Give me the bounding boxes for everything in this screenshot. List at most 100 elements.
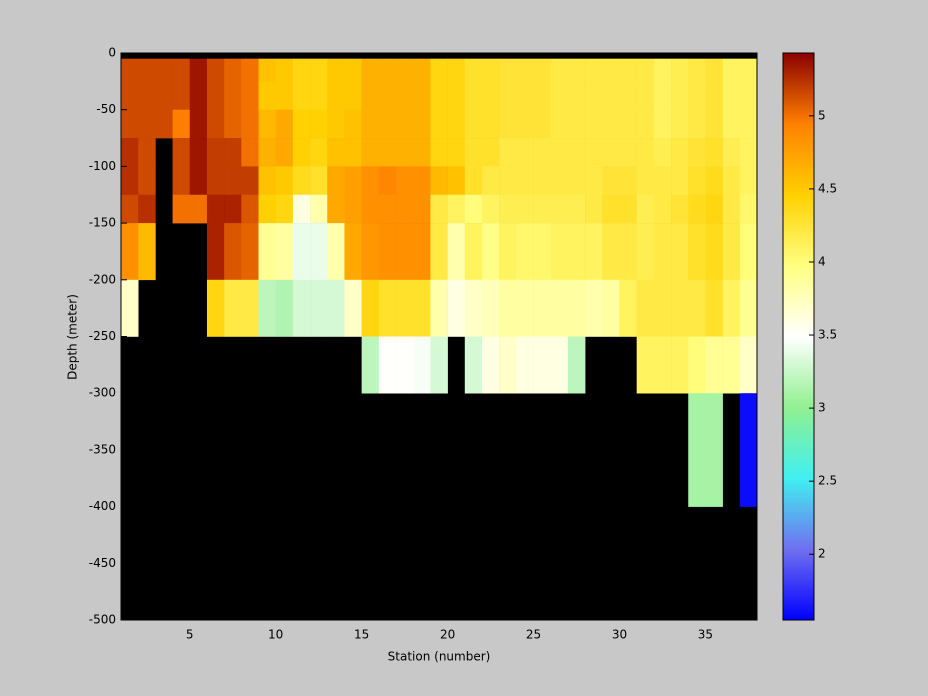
- heat-cell: [464, 336, 483, 394]
- heat-cell: [688, 223, 706, 281]
- heat-cell: [739, 58, 758, 82]
- heat-cell: [464, 138, 483, 167]
- heat-cell: [722, 279, 741, 337]
- heat-cell: [121, 223, 139, 281]
- heat-cell: [481, 166, 500, 196]
- heat-cell: [550, 279, 569, 337]
- heat-cell: [413, 279, 431, 337]
- heat-cell: [138, 194, 156, 224]
- heat-cell: [722, 166, 741, 196]
- heat-cell: [585, 194, 603, 224]
- heat-cell: [155, 58, 173, 82]
- heat-cell: [292, 81, 311, 110]
- heat-cell: [310, 279, 328, 337]
- heat-cell: [671, 138, 689, 167]
- colorbar: [782, 52, 815, 621]
- heat-cell: [619, 279, 637, 337]
- heat-cell: [636, 279, 655, 337]
- heat-cell: [396, 336, 414, 394]
- heat-cell: [430, 223, 448, 281]
- heat-cell: [121, 194, 139, 224]
- heat-cell: [378, 58, 397, 82]
- y-tick-label: -300: [89, 386, 116, 400]
- heat-cell: [636, 336, 655, 394]
- heat-cell: [189, 109, 208, 139]
- x-tick-label: 35: [698, 628, 713, 642]
- heat-cell: [550, 138, 569, 167]
- heat-cell: [705, 138, 723, 167]
- heat-cell: [361, 194, 380, 224]
- heat-cell: [567, 336, 586, 394]
- heat-cell: [396, 58, 414, 82]
- heat-cell: [739, 194, 758, 224]
- x-axis-label: Station (number): [388, 650, 491, 664]
- heat-cell: [310, 109, 328, 139]
- heat-cell: [739, 336, 758, 394]
- heat-cell: [567, 58, 586, 82]
- heat-cell: [206, 81, 225, 110]
- heat-cell: [739, 223, 758, 281]
- heat-cell: [310, 166, 328, 196]
- heat-cell: [550, 166, 569, 196]
- heat-cell: [464, 58, 483, 82]
- y-tick-label: -150: [89, 216, 116, 230]
- heat-cell: [481, 109, 500, 139]
- x-tick-label: 30: [612, 628, 627, 642]
- heat-cell: [344, 81, 362, 110]
- heat-cell: [292, 279, 311, 337]
- heat-cell: [619, 166, 637, 196]
- heat-cell: [722, 81, 741, 110]
- heat-cell: [481, 58, 500, 82]
- heat-cell: [516, 58, 534, 82]
- heat-cell: [739, 279, 758, 337]
- heat-cell: [344, 138, 362, 167]
- heat-cell: [121, 138, 139, 167]
- heat-cell: [241, 223, 259, 281]
- heat-cell: [499, 81, 517, 110]
- heat-cell: [636, 109, 655, 139]
- heat-cell: [121, 58, 139, 82]
- heat-cell: [275, 109, 294, 139]
- heat-cell: [258, 58, 277, 82]
- heat-cell: [206, 279, 225, 337]
- heat-cell: [172, 58, 191, 82]
- heat-cell: [739, 81, 758, 110]
- heat-cell: [378, 223, 397, 281]
- heat-cell: [671, 223, 689, 281]
- heat-cell: [258, 223, 277, 281]
- heat-cell: [481, 194, 500, 224]
- heat-cell: [447, 223, 466, 281]
- heat-cell: [206, 223, 225, 281]
- heat-cell: [533, 81, 552, 110]
- heat-cell: [516, 166, 534, 196]
- heat-cell: [481, 279, 500, 337]
- heat-cell: [172, 81, 191, 110]
- y-axis-label: Depth (meter): [66, 294, 80, 380]
- heat-cell: [413, 336, 431, 394]
- heat-cell: [361, 223, 380, 281]
- heat-cell: [258, 279, 277, 337]
- heat-cell: [464, 279, 483, 337]
- heat-cell: [585, 58, 603, 82]
- heat-cell: [567, 194, 586, 224]
- heat-cell: [206, 138, 225, 167]
- colorbar-tick-label: 2.5: [818, 474, 837, 488]
- heat-cell: [396, 223, 414, 281]
- heat-cell: [327, 223, 345, 281]
- heat-cell: [447, 81, 466, 110]
- colorbar-tick-label: 4.5: [818, 181, 837, 195]
- colorbar-tick-label: 3.5: [818, 328, 837, 342]
- heat-cell: [258, 138, 277, 167]
- heat-cell: [533, 109, 552, 139]
- heat-cell: [396, 138, 414, 167]
- heat-cell: [464, 223, 483, 281]
- heat-cell: [619, 194, 637, 224]
- heat-cell: [189, 166, 208, 196]
- heat-cell: [138, 109, 156, 139]
- heat-cell: [172, 166, 191, 196]
- heat-cell: [189, 194, 208, 224]
- heat-cell: [516, 279, 534, 337]
- heat-cell: [258, 81, 277, 110]
- heat-cell: [361, 58, 380, 82]
- heat-cell: [653, 166, 672, 196]
